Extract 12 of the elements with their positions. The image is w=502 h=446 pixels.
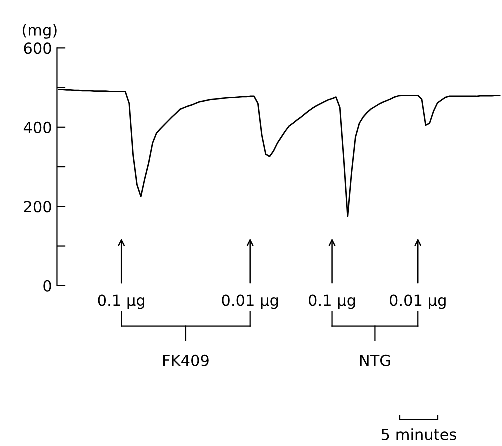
text: NTG [360,354,390,366]
y-axis-title: (mg) [22,24,57,39]
y-tick-label: 0 [44,280,52,292]
text: 0.01 µg [390,294,446,310]
y-tick-label: 600 [24,42,52,54]
text: 5 minutes [382,428,456,440]
y-tick-label: 200 [24,201,52,213]
text: FK409 [163,354,209,366]
text: 0.1 µg [309,294,356,310]
y-tick-label: 400 [24,122,52,134]
text: 0.01 µg [222,294,278,310]
text: 0.1 µg [98,294,144,310]
